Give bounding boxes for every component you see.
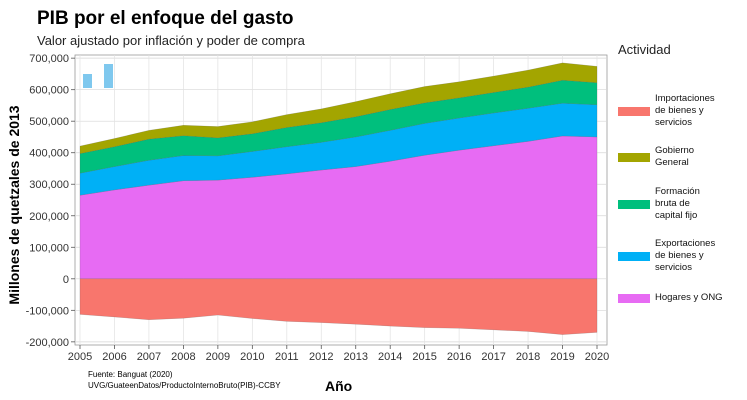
logo-text-main: GUATE: [86, 92, 112, 99]
x-tick-label: 2011: [275, 351, 299, 363]
legend-label-line: Importaciones: [655, 93, 715, 104]
legend-swatch: [618, 293, 650, 303]
y-tick-label: -100,000: [26, 305, 69, 317]
x-tick-label: 2015: [412, 351, 436, 363]
legend-swatch: [618, 152, 650, 162]
y-tick-label: 0: [63, 274, 69, 286]
legend-swatch: [618, 106, 650, 116]
series-areas: [79, 62, 598, 335]
legend-swatch: [618, 199, 650, 209]
x-tick-label: 2017: [481, 351, 505, 363]
y-tick-label: 200,000: [29, 211, 69, 223]
legend-label: Hogares y ONG: [655, 292, 745, 304]
area-importaciones-de-bienes-y-servicios: [79, 278, 598, 335]
x-tick-label: 2007: [137, 351, 161, 363]
y-tick-label: 600,000: [29, 85, 69, 97]
area-gobierno-general: [79, 62, 598, 154]
source-line-1: Fuente: Banguat (2020): [88, 370, 173, 379]
legend-label-line: Gobierno: [655, 145, 695, 156]
logo-bar-small: [83, 74, 92, 88]
x-tick-label: 2014: [378, 351, 402, 363]
x-tick-label: 2005: [68, 351, 92, 363]
legend-label-line: General: [655, 157, 689, 168]
legend-label-line: servicios: [655, 117, 692, 128]
source-line-2: UVG/GuateenDatos/ProductoInternoBruto(PI…: [88, 381, 281, 390]
legend-label-line: servicios: [655, 262, 692, 273]
legend-label-line: capital fijo: [655, 210, 698, 221]
x-tick-label: 2013: [343, 351, 367, 363]
legend-label-line: de bienes y: [655, 250, 704, 261]
legend-label: Formación bruta de capital fijo: [655, 186, 745, 222]
legend-label: Importaciones de bienes y servicios: [655, 93, 745, 129]
x-tick-label: 2018: [516, 351, 540, 363]
x-tick-label: 2012: [309, 351, 333, 363]
source-note: Fuente: Banguat (2020) UVG/GuateenDatos/…: [88, 369, 281, 391]
legend-swatch: [618, 251, 650, 261]
x-axis-label: Año: [325, 378, 353, 394]
y-tick-label: -200,000: [26, 337, 69, 349]
legend-label-line: Formación: [655, 186, 700, 197]
x-tick-label: 2010: [240, 351, 264, 363]
x-tick-label: 2020: [585, 351, 609, 363]
legend-label: Exportaciones de bienes y servicios: [655, 238, 745, 274]
logo-bar-line: [112, 64, 113, 88]
y-tick-label: 400,000: [29, 148, 69, 160]
x-tick-label: 2019: [550, 351, 574, 363]
x-tick-label: 2016: [447, 351, 471, 363]
y-axis: -200,000 -100,000 0 100,000 200,000 300,000 40…: [26, 53, 75, 349]
legend-label-line: bruta de: [655, 198, 690, 209]
legend-label: Gobierno General: [655, 145, 745, 169]
chart-title: PIB por el enfoque del gasto: [37, 8, 294, 29]
legend-label-line: Hogares y ONG: [655, 292, 723, 303]
chart-subtitle: Valor ajustado por inflación y poder de …: [37, 33, 305, 48]
x-tick-label: 2009: [206, 351, 230, 363]
logo-bar-tall: [104, 64, 112, 88]
y-tick-label: 100,000: [29, 242, 69, 254]
legend-label-line: Exportaciones: [655, 238, 716, 249]
legend-label-line: de bienes y: [655, 105, 704, 116]
guate-en-datos-logo: GUATE EN DATOS: [83, 64, 113, 106]
y-tick-label: 500,000: [29, 116, 69, 128]
x-tick-label: 2008: [171, 351, 195, 363]
x-tick-label: 2006: [102, 351, 126, 363]
x-axis: 2005 2006 2007 2008 2009 2010 2011 2012 2013 2014…: [68, 345, 609, 363]
logo-text-sub: EN DATOS: [86, 100, 112, 106]
y-tick-label: 700,000: [29, 53, 69, 65]
y-tick-label: 300,000: [29, 179, 69, 191]
legend-title: Actividad: [618, 42, 671, 57]
